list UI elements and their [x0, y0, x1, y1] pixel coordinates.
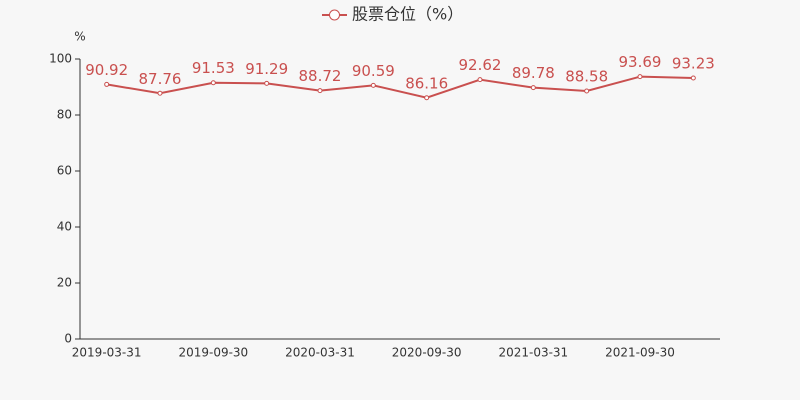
y-tick-label: 80 [57, 108, 72, 122]
x-tick-label: 2019-09-30 [178, 346, 248, 360]
point [157, 90, 163, 96]
point [424, 95, 430, 101]
value-label: 91.29 [245, 60, 288, 78]
point [104, 81, 110, 87]
point [210, 80, 216, 86]
value-label: 91.53 [192, 59, 235, 77]
point [690, 75, 696, 81]
y-tick-label: 40 [57, 220, 72, 234]
legend-marker [329, 9, 340, 21]
x-tick-label: 2021-09-30 [605, 346, 675, 360]
x-tick-label: 2020-03-31 [285, 346, 355, 360]
y-tick-label: 60 [57, 164, 72, 178]
point [637, 74, 643, 80]
point [317, 88, 323, 94]
y-axis-unit: % [74, 30, 85, 44]
point [530, 85, 536, 91]
y-tick-label: 0 [64, 332, 72, 346]
value-label: 90.59 [352, 62, 395, 80]
x-tick-label: 2021-03-31 [498, 346, 568, 360]
point [264, 80, 270, 86]
value-label: 87.76 [139, 70, 182, 88]
line [106, 75, 694, 99]
x-tick-label: 2020-09-30 [392, 346, 462, 360]
value-label: 92.62 [459, 56, 502, 74]
value-label: 88.58 [565, 67, 608, 85]
point [477, 77, 483, 83]
x-tick-label: 2019-03-31 [72, 346, 142, 360]
value-label: 93.69 [619, 53, 662, 71]
value-label: 93.23 [672, 54, 715, 72]
y-tick-label: 20 [57, 276, 72, 290]
value-label: 86.16 [405, 74, 448, 92]
legend-label: 股票仓位（%） [352, 5, 463, 24]
point [584, 88, 590, 94]
point [370, 82, 376, 88]
value-label: 90.92 [85, 61, 128, 79]
y-tick-label: 100 [49, 52, 72, 66]
value-label: 88.72 [299, 67, 342, 85]
value-label: 89.78 [512, 64, 555, 82]
